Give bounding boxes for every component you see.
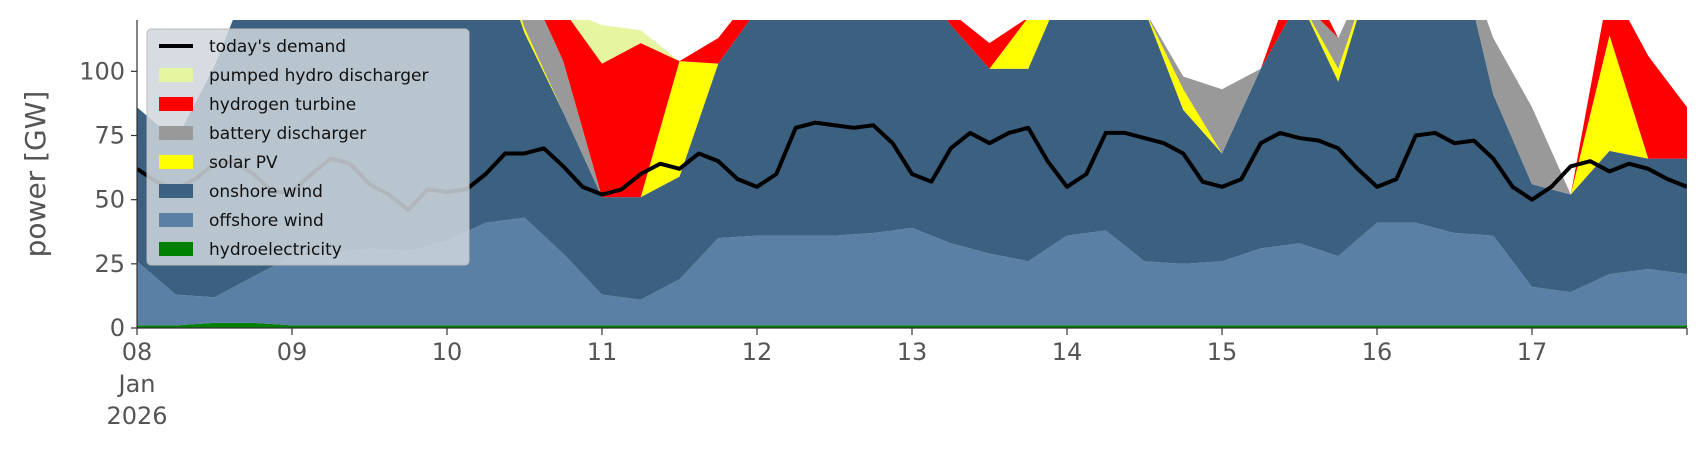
legend-swatch [159, 155, 193, 169]
legend-label: battery discharger [209, 124, 366, 144]
stacked-areas [137, 20, 1687, 328]
legend-box [146, 28, 470, 266]
x-tick-label: 10 [432, 338, 463, 366]
legend-label: solar PV [209, 153, 278, 173]
legend-label: pumped hydro discharger [209, 66, 428, 86]
area-hydroelectricity [137, 322, 1687, 328]
x-tick-label: 08 [122, 338, 153, 366]
legend-swatch [159, 242, 193, 256]
legend-label: onshore wind [209, 182, 323, 202]
axes: 0 25 50 75 100 08 Jan 2026 09 10 11 12 13 14 15 16 17 [79, 20, 1688, 430]
y-tick-label: 50 [94, 186, 125, 214]
area-battery-discharger [137, 20, 1687, 198]
legend-label: offshore wind [209, 211, 324, 231]
legend-label: hydrogen turbine [209, 95, 356, 115]
legend-label: today's demand [209, 37, 346, 57]
area-onshore-wind [137, 20, 1687, 300]
legend: today's demand pumped hydro discharger hyd… [146, 28, 470, 266]
legend-swatch [159, 97, 193, 111]
x-tick-label: 17 [1517, 338, 1548, 366]
legend-swatch [159, 126, 193, 140]
x-tick-label: 2026 [106, 402, 167, 430]
x-tick-label: 15 [1207, 338, 1238, 366]
legend-swatch [159, 68, 193, 82]
x-tick-label: 11 [587, 338, 618, 366]
y-tick-label: 25 [94, 250, 125, 278]
legend-swatch [159, 184, 193, 198]
y-tick-label: 75 [94, 122, 125, 150]
x-tick-label: 13 [897, 338, 928, 366]
y-tick-label: 100 [79, 57, 125, 85]
y-tick-label: 0 [110, 314, 125, 342]
legend-swatch [159, 213, 193, 227]
y-axis-label: power [GW] [19, 91, 52, 258]
x-tick-label: 16 [1362, 338, 1393, 366]
x-tick-label: Jan [117, 370, 156, 398]
area-offshore-wind [137, 217, 1687, 326]
legend-label: hydroelectricity [209, 240, 342, 260]
x-tick-label: 12 [742, 338, 773, 366]
x-tick-label: 14 [1052, 338, 1083, 366]
x-tick-label: 09 [277, 338, 308, 366]
